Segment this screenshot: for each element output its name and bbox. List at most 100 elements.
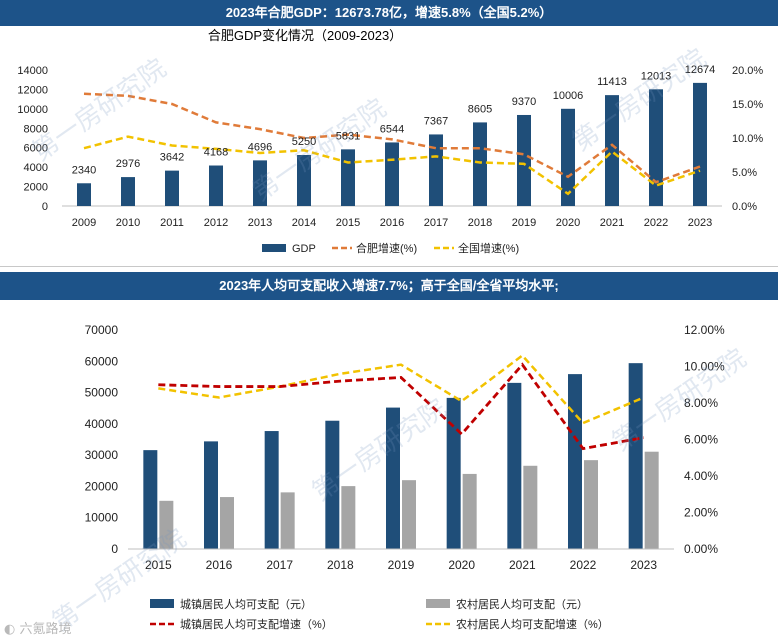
gdp-bar (649, 89, 663, 206)
x-tick-label: 2022 (570, 558, 597, 572)
x-tick-label: 2012 (204, 217, 228, 229)
y2-tick-label: 10.0% (732, 133, 763, 145)
x-tick-label: 2013 (248, 217, 272, 229)
y-tick-label: 0 (111, 542, 118, 556)
y-tick-label: 50000 (85, 386, 119, 400)
urban-income-bar (446, 397, 461, 549)
x-tick-label: 2015 (336, 217, 360, 229)
gdp-bar (605, 95, 619, 206)
x-tick-label: 2014 (292, 217, 316, 229)
urban-income-bar (568, 374, 582, 549)
chart-title: 合肥GDP变化情况（2009-2023） (208, 28, 402, 43)
gdp-bar (385, 142, 399, 206)
legend-label-hefei: 合肥增速(%) (356, 241, 417, 255)
gdp-bar (473, 122, 487, 206)
y2-tick-label: 10.00% (684, 360, 725, 374)
y-tick-label: 2000 (24, 182, 48, 194)
gdp-data-label: 2340 (72, 164, 96, 176)
gdp-bar (165, 170, 179, 206)
x-tick-label: 2017 (424, 217, 448, 229)
gdp-bar (517, 114, 531, 206)
x-tick-label: 2011 (160, 217, 184, 229)
rural-income-bar (402, 480, 416, 549)
national-growth-line (83, 135, 701, 196)
y2-tick-label: 2.00% (684, 506, 718, 520)
x-tick-label: 2017 (266, 558, 293, 572)
hefei-growth-line (83, 92, 701, 184)
gdp-data-label: 10006 (553, 90, 584, 102)
x-tick-label: 2021 (600, 217, 624, 229)
y2-tick-label: 0.00% (684, 542, 718, 556)
y2-tick-label: 5.0% (732, 167, 757, 179)
top-banner: 2023年合肥GDP：12673.78亿，增速5.8%（全国5.2%） (0, 0, 778, 26)
y-tick-label: 14000 (17, 65, 48, 77)
gdp-bar (693, 82, 707, 206)
gdp-data-label: 4696 (248, 141, 272, 153)
legend-label-gdp: GDP (292, 243, 316, 255)
gdp-data-label: 2976 (116, 158, 140, 170)
gdp-data-label: 5831 (336, 130, 360, 142)
urban-income-bar (628, 363, 643, 549)
y-tick-label: 60000 (85, 354, 119, 368)
urban-income-bar (204, 441, 218, 549)
y2-tick-label: 20.0% (732, 65, 763, 77)
x-tick-label: 2015 (145, 558, 172, 572)
urban-income-bar (143, 450, 158, 549)
rural-income-bar (644, 451, 659, 549)
gdp-bar (209, 165, 223, 206)
gdp-chart: 合肥GDP变化情况（2009-2023） 14000 12000 10000 8000 6… (17, 28, 763, 255)
gdp-data-label: 12013 (641, 70, 672, 82)
y2-tick-label: 12.00% (684, 323, 725, 337)
y2-tick-label: 4.00% (684, 469, 718, 483)
y-tick-label: 10000 (85, 511, 119, 525)
gdp-bar (561, 108, 575, 206)
gdp-bar (253, 160, 267, 206)
y2-tick-label: 0.0% (732, 201, 757, 213)
x-tick-label: 2020 (556, 217, 580, 229)
y-tick-label: 4000 (24, 162, 48, 174)
gdp-bar (429, 134, 443, 206)
legend-swatch-rural-income (426, 599, 450, 608)
legend-label-urban-income: 城镇居民人均可支配（元） (180, 597, 312, 611)
y2-tick-label: 6.00% (684, 433, 718, 447)
x-tick-label: 2018 (468, 217, 492, 229)
y-tick-label: 70000 (85, 323, 119, 337)
x-tick-label: 2009 (72, 217, 96, 229)
gdp-data-label: 7367 (424, 115, 448, 127)
x-tick-label: 2019 (388, 558, 415, 572)
x-tick-label: 2023 (630, 558, 657, 572)
x-tick-label: 2021 (509, 558, 536, 572)
brand-text: 六氪路境 (19, 622, 72, 637)
y-tick-label: 8000 (24, 123, 48, 135)
gdp-data-label: 5250 (292, 136, 316, 148)
section-divider (0, 266, 778, 267)
legend-label-rural-growth: 农村居民人均可支配增速（%） (456, 617, 609, 631)
gdp-bar (121, 177, 135, 206)
x-tick-label: 2023 (688, 217, 712, 229)
rural-income-bar (341, 486, 356, 549)
legend-label-national: 全国增速(%) (458, 241, 519, 255)
brand-logo: ◐ 六氪路境 (4, 622, 72, 637)
rural-income-bar (220, 497, 234, 549)
y2-tick-label: 15.0% (732, 99, 763, 111)
y2-tick-label: 8.00% (684, 396, 718, 410)
gdp-data-label: 6544 (380, 123, 404, 135)
gdp-bar (341, 149, 355, 206)
x-tick-label: 2020 (448, 558, 475, 572)
x-tick-label: 2016 (206, 558, 233, 572)
rural-income-bar (523, 465, 538, 549)
rural-income-bar (280, 492, 295, 549)
gdp-bar (77, 183, 91, 206)
y-tick-label: 40000 (85, 417, 119, 431)
legend-label-rural-income: 农村居民人均可支配（元） (456, 597, 588, 611)
gdp-data-label: 8605 (468, 103, 492, 115)
legend-swatch-gdp (262, 244, 286, 252)
urban-income-bar (507, 382, 522, 549)
urban-growth-line (158, 362, 644, 451)
gdp-data-label: 9370 (512, 96, 536, 108)
y-tick-label: 12000 (17, 84, 48, 96)
y-tick-label: 10000 (17, 104, 48, 116)
gdp-bar (297, 155, 311, 206)
legend-label-urban-growth: 城镇居民人均可支配增速（%） (180, 617, 333, 631)
y-tick-label: 0 (42, 201, 48, 213)
